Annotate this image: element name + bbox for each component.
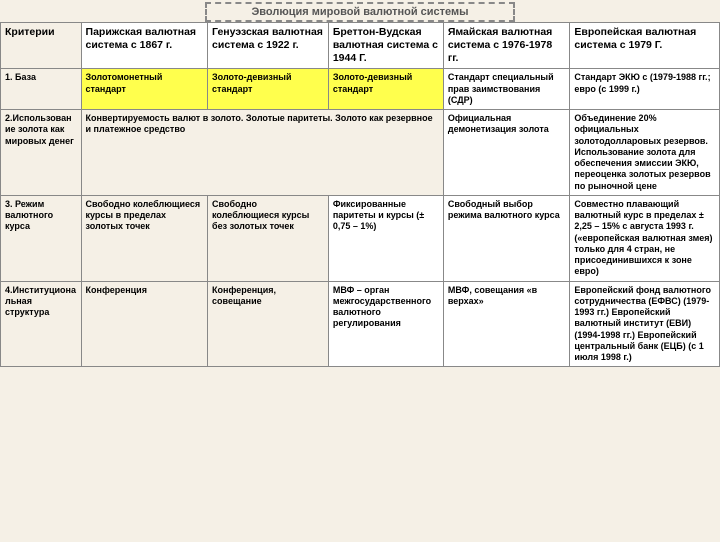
cell-regime-jamaica: Свободный выбор режима валютного курса bbox=[443, 195, 570, 281]
cell-base-genoa: Золото-девизный стандарт bbox=[208, 69, 329, 110]
cell-regime-genoa: Свободно колеблющиеся курсы без золотых … bbox=[208, 195, 329, 281]
cell-inst-paris: Конференция bbox=[81, 281, 208, 367]
label-regime: 3. Режим валютного курса bbox=[1, 195, 82, 281]
evolution-table: Критерии Парижская валютная система с 18… bbox=[0, 22, 720, 367]
cell-inst-jamaica: МВФ, совещания «в верхах» bbox=[443, 281, 570, 367]
cell-inst-bretton: МВФ – орган межгосударственного валютног… bbox=[328, 281, 443, 367]
header-paris: Парижская валютная система с 1867 г. bbox=[81, 23, 208, 69]
row-base: 1. База Золотомонетный стандарт Золото-д… bbox=[1, 69, 720, 110]
header-genoa: Генуэзская валютная система с 1922 г. bbox=[208, 23, 329, 69]
cell-regime-bretton: Фиксированные паритеты и курсы (± 0,75 –… bbox=[328, 195, 443, 281]
row-gold: 2.Использование золота как мировых денег… bbox=[1, 110, 720, 196]
label-institution: 4.Институциональная структура bbox=[1, 281, 82, 367]
cell-regime-euro: Совместно плавающий валютный курс в пред… bbox=[570, 195, 720, 281]
header-row: Критерии Парижская валютная система с 18… bbox=[1, 23, 720, 69]
cell-gold-jamaica: Официальная демонетизация золота bbox=[443, 110, 570, 196]
cell-base-paris: Золотомонетный стандарт bbox=[81, 69, 208, 110]
cell-base-jamaica: Стандарт специальный прав заимствования … bbox=[443, 69, 570, 110]
label-gold: 2.Использование золота как мировых денег bbox=[1, 110, 82, 196]
page-title: Эволюция мировой валютной системы bbox=[205, 2, 515, 22]
header-jamaica: Ямайская валютная система с 1976-1978 гг… bbox=[443, 23, 570, 69]
cell-inst-euro: Европейский фонд валютного сотрудничеств… bbox=[570, 281, 720, 367]
header-european: Европейская валютная система с 1979 Г. bbox=[570, 23, 720, 69]
cell-inst-genoa: Конференция, совещание bbox=[208, 281, 329, 367]
cell-base-euro: Стандарт ЭКЮ с (1979-1988 гг.; евро (с 1… bbox=[570, 69, 720, 110]
label-base: 1. База bbox=[1, 69, 82, 110]
cell-regime-paris: Свободно колеблющиеся курсы в пределах з… bbox=[81, 195, 208, 281]
header-criteria: Критерии bbox=[1, 23, 82, 69]
header-bretton: Бреттон-Вудская валютная система с 1944 … bbox=[328, 23, 443, 69]
cell-base-bretton: Золото-девизный стандарт bbox=[328, 69, 443, 110]
cell-gold-euro: Объединение 20% официальных золотодоллар… bbox=[570, 110, 720, 196]
row-institution: 4.Институциональная структура Конференци… bbox=[1, 281, 720, 367]
row-regime: 3. Режим валютного курса Свободно колебл… bbox=[1, 195, 720, 281]
cell-gold-merged: Конвертируемость валют в золото. Золотые… bbox=[81, 110, 443, 196]
